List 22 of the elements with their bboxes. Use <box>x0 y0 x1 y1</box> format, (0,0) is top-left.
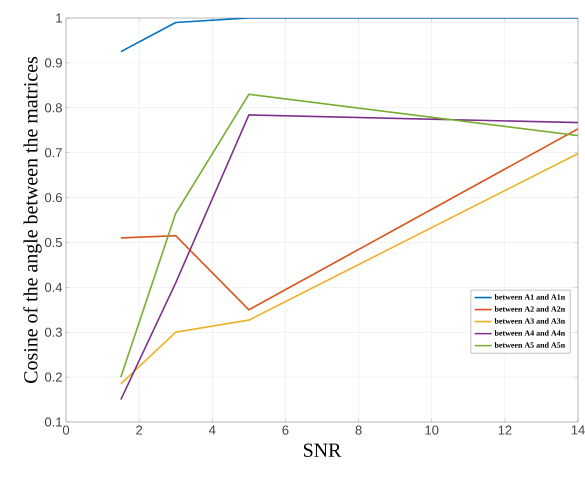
y-tick-label: 0.1 <box>44 417 62 427</box>
x-tick-label: 14 <box>572 426 585 434</box>
x-tick-label: 0 <box>62 426 70 435</box>
y-tick-label: 0.4 <box>44 282 62 292</box>
x-tick-label: 10 <box>426 426 438 435</box>
x-axis-title: SNR <box>304 444 342 457</box>
y-axis-title: Cosine of the angle between the matrices <box>23 56 42 383</box>
x-tick-label: 2 <box>136 426 142 435</box>
y-tick-label: 0.2 <box>44 372 62 382</box>
y-tick-label: 0.3 <box>44 328 62 337</box>
x-tick-label: 8 <box>356 426 362 435</box>
x-tick-label: 12 <box>498 426 512 435</box>
y-tick-label: 0.8 <box>44 103 62 112</box>
y-tick-label: 0.7 <box>44 148 62 158</box>
y-tick-label: 0.5 <box>44 238 62 248</box>
line-series <box>120 128 578 311</box>
x-tick-label: 6 <box>282 426 288 435</box>
y-tick-label: 1 <box>56 14 62 22</box>
line-series <box>120 152 578 385</box>
x-tick-label: 4 <box>208 426 216 434</box>
y-tick-label: 0.6 <box>44 192 62 202</box>
y-tick-label: 0.9 <box>44 58 62 68</box>
